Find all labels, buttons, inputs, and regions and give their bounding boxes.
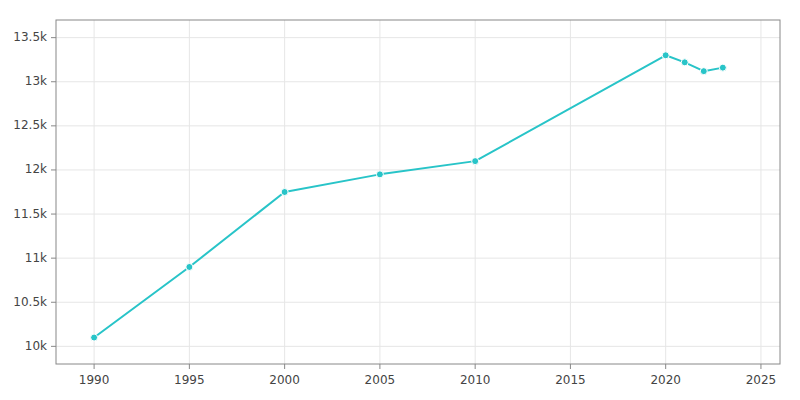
y-tick-label: 10.5k [13,295,47,309]
x-grid-line [379,20,380,364]
y-tick [51,169,56,170]
x-grid-line [760,20,761,364]
point [91,334,98,341]
grid [56,20,780,364]
x-tick-label: 1995 [174,373,205,387]
point [681,59,688,66]
y-tick [51,302,56,303]
y-grid-line [56,214,780,215]
x-grid-line [475,20,476,364]
y-tick-label: 12k [25,162,47,176]
x-tick-label: 2020 [650,373,681,387]
point [472,158,479,165]
x-tick [760,364,761,369]
x-tick [665,364,666,369]
x-tick [379,364,380,369]
x-tick-label: 2000 [269,373,300,387]
point [719,64,726,71]
line [94,55,723,337]
point [281,189,288,196]
y-tick [51,346,56,347]
point [662,52,669,59]
x-tick [284,364,285,369]
y-tick-label: 13.5k [13,30,47,44]
x-grid-line [570,20,571,364]
y-tick-label: 13k [25,74,47,88]
y-tick [51,125,56,126]
y-tick [51,37,56,38]
y-tick-label: 12.5k [13,118,47,132]
axes: 1990 1995 2000 2005 2010 2015 2020 2025 10k 10.5k… [13,30,776,387]
series [91,52,727,341]
y-grid-line [56,37,780,38]
x-grid-line [665,20,666,364]
plot-frame [56,20,780,364]
y-tick [51,258,56,259]
y-grid-line [56,346,780,347]
point [376,171,383,178]
y-grid-line [56,125,780,126]
x-tick [475,364,476,369]
y-grid-line [56,302,780,303]
x-grid-line [94,20,95,364]
x-grid-line [189,20,190,364]
y-tick [51,214,56,215]
x-tick-label: 2005 [365,373,396,387]
x-tick [570,364,571,369]
plot-area [56,20,780,364]
y-tick-label: 11k [25,251,47,265]
x-tick [189,364,190,369]
y-tick [51,81,56,82]
x-tick-label: 1990 [79,373,110,387]
y-grid-line [56,258,780,259]
y-tick-label: 11.5k [13,207,47,221]
x-tick [94,364,95,369]
y-grid-line [56,81,780,82]
x-tick-label: 2025 [746,373,777,387]
x-tick-label: 2010 [460,373,491,387]
point [700,68,707,75]
chart: 1990 1995 2000 2005 2010 2015 2020 2025 10k 10.5k… [0,0,800,400]
point [186,263,193,270]
x-tick-label: 2015 [555,373,586,387]
y-tick-label: 10k [25,339,47,353]
